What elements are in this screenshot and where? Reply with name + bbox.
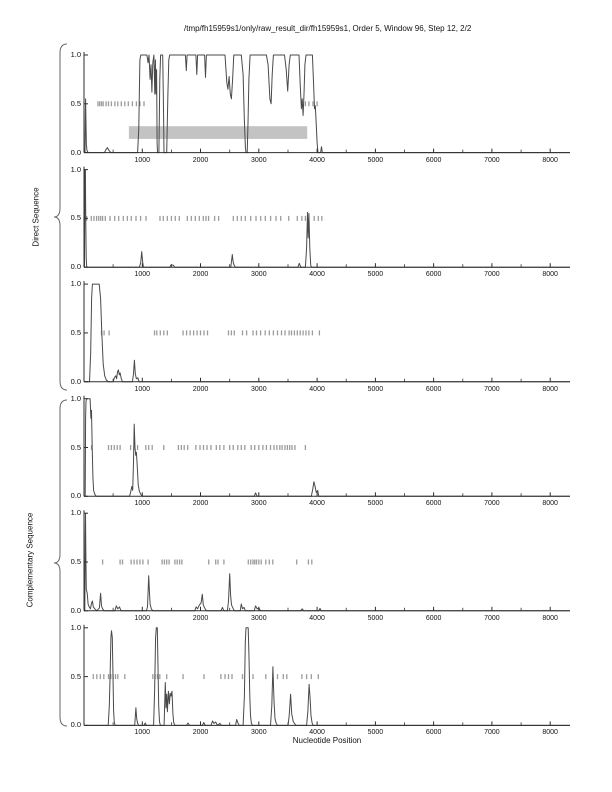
x-tick-label: 1000 (134, 156, 151, 164)
x-tick-label: 2000 (192, 614, 209, 622)
y-tick-label: 0.5 (70, 442, 81, 452)
x-tick-label: 3000 (251, 500, 267, 508)
x-tick-label: 6000 (425, 729, 442, 737)
x-tick-label: 1000 (134, 271, 151, 279)
y-tick-label: 1.0 (70, 622, 81, 632)
probability-curve-direct-frame-2 (84, 169, 570, 268)
x-axis-title: Nucleotide Position (292, 736, 362, 745)
x-tick-label: 1000 (134, 500, 151, 508)
x-tick-label: 8000 (542, 614, 558, 622)
x-tick-label: 1000 (134, 729, 151, 737)
x-tick-label: 8000 (542, 156, 558, 164)
y-tick-label: 1.0 (70, 164, 81, 174)
x-tick-label: 4000 (309, 156, 325, 164)
y-tick-label: 1.0 (70, 50, 81, 59)
x-tick-label: 7000 (484, 385, 500, 393)
x-tick-label: 6000 (425, 500, 442, 508)
x-tick-label: 2000 (192, 271, 209, 279)
x-tick-label: 6000 (425, 385, 442, 393)
probability-curve-direct-frame-1 (84, 54, 570, 154)
x-tick-label: 3000 (251, 729, 267, 737)
x-tick-label: 1000 (134, 385, 151, 393)
x-tick-label: 5000 (367, 156, 384, 164)
x-tick-label: 6000 (425, 271, 442, 279)
x-tick-label: 1000 (134, 614, 151, 622)
x-tick-label: 8000 (542, 500, 558, 508)
y-tick-label: 0.5 (70, 98, 81, 108)
probability-curve-complementary-frame-1 (84, 398, 570, 497)
x-tick-label: 5000 (367, 729, 384, 737)
x-tick-label: 3000 (251, 385, 267, 393)
x-tick-label: 6000 (425, 156, 442, 164)
x-tick-label: 7000 (484, 729, 500, 737)
x-tick-label: 4000 (309, 271, 325, 279)
x-tick-label: 2000 (192, 156, 209, 164)
x-tick-label: 2000 (192, 729, 209, 737)
x-tick-label: 4000 (309, 729, 325, 737)
y-tick-label: 0.0 (70, 720, 81, 730)
coding-region-bar (128, 126, 308, 139)
x-tick-label: 7000 (484, 614, 500, 622)
x-tick-label: 2000 (192, 500, 209, 508)
y-tick-label: 0.0 (70, 262, 81, 272)
x-tick-label: 7000 (484, 271, 500, 279)
x-tick-label: 5000 (367, 614, 384, 622)
x-tick-label: 3000 (251, 614, 267, 622)
x-tick-label: 3000 (251, 156, 267, 164)
x-tick-label: 2000 (192, 385, 209, 393)
x-tick-label: 5000 (367, 500, 384, 508)
group-label-direct: Direct Sequence (31, 187, 41, 247)
complementary-group-brace (53, 399, 68, 727)
x-tick-label: 8000 (542, 729, 558, 737)
y-tick-label: 0.5 (70, 671, 81, 681)
y-tick-label: 1.0 (70, 508, 81, 518)
y-tick-label: 0.0 (70, 605, 81, 615)
x-tick-label: 6000 (425, 614, 442, 622)
x-tick-label: 5000 (367, 385, 384, 393)
group-label-complementary: Complementary Sequence (25, 512, 35, 608)
x-tick-label: 3000 (251, 271, 267, 279)
probability-curve-complementary-frame-2 (84, 512, 570, 612)
x-tick-label: 4000 (309, 385, 325, 393)
y-tick-label: 1.0 (70, 279, 81, 289)
x-tick-label: 7000 (484, 500, 500, 508)
probability-curve-direct-frame-3 (84, 283, 570, 383)
y-tick-label: 0.5 (70, 557, 81, 566)
y-tick-label: 1.0 (70, 393, 81, 403)
page-title: /tmp/fh15959s1/only/raw_result_dir/fh159… (184, 24, 472, 33)
x-tick-label: 8000 (542, 385, 558, 393)
y-tick-label: 0.0 (70, 147, 81, 157)
y-tick-label: 0.5 (70, 327, 81, 337)
x-tick-label: 4000 (309, 614, 325, 622)
direct-group-brace (53, 43, 68, 391)
y-tick-label: 0.0 (70, 376, 81, 386)
x-tick-label: 4000 (309, 500, 325, 508)
x-tick-label: 5000 (367, 271, 384, 279)
y-tick-label: 0.0 (70, 491, 81, 501)
y-tick-label: 0.5 (70, 213, 81, 223)
x-tick-label: 7000 (484, 156, 500, 164)
x-tick-label: 8000 (542, 271, 558, 279)
